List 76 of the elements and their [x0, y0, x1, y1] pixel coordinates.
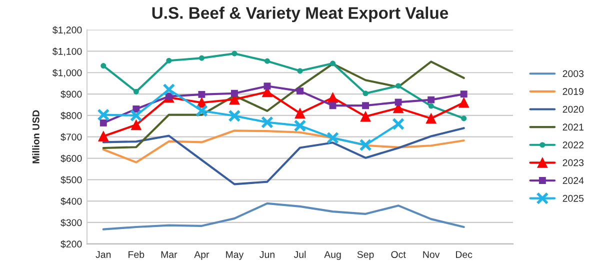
y-tick-label: $600 [60, 154, 82, 162]
point [328, 92, 338, 103]
point [330, 60, 336, 66]
point [130, 109, 142, 122]
point [460, 90, 468, 98]
point [394, 98, 402, 106]
point [100, 62, 106, 69]
y-tick-label: $1,100 [52, 48, 82, 56]
point [359, 138, 372, 152]
line-series [102, 130, 465, 164]
x-tick-label: Sep [357, 251, 374, 260]
line-series [102, 202, 465, 230]
x-tick-label: Mar [161, 251, 178, 258]
legend-label: 2003 [562, 70, 584, 78]
x-tick-label: Jun [260, 251, 274, 258]
y-tick-label: $200 [60, 240, 82, 248]
point [228, 110, 241, 122]
point [396, 83, 402, 89]
point [296, 88, 304, 95]
y-tick-label: $800 [60, 112, 82, 120]
point [260, 116, 274, 129]
point [428, 96, 435, 104]
point [326, 132, 340, 144]
point [195, 104, 208, 117]
x-tick-label: May [226, 251, 244, 260]
line-series [102, 60, 465, 150]
point [198, 90, 206, 98]
x-tick-label: Jan [96, 251, 111, 258]
point [294, 108, 306, 119]
point [162, 83, 176, 96]
chart-title: U.S. Beef & Variety Meat Export Value [152, 6, 448, 22]
y-tick-label: $400 [60, 197, 82, 206]
point [264, 82, 271, 90]
legend-label: 2024 [562, 177, 584, 184]
y-tick-label: $900 [60, 90, 82, 98]
point [294, 119, 306, 132]
y-tick-label: $1,000 [52, 68, 82, 78]
point [230, 90, 238, 97]
point [362, 90, 368, 96]
point [392, 118, 405, 130]
point [133, 88, 139, 94]
point [297, 68, 303, 74]
x-tick-label: Aug [324, 251, 341, 260]
point [166, 58, 172, 64]
legend-label: 2021 [562, 124, 584, 131]
point [428, 103, 434, 109]
point [329, 102, 336, 110]
point [362, 102, 370, 110]
point [458, 97, 470, 108]
legend-label: 2019 [562, 88, 584, 95]
point [130, 120, 142, 130]
point [426, 113, 436, 124]
y-tick-label: $700 [60, 133, 82, 142]
y-axis-title: Million USD [32, 110, 40, 164]
legend-label: 2023 [562, 159, 584, 166]
x-tick-label: Dec [456, 251, 472, 258]
x-tick-label: Apr [194, 251, 210, 260]
point [360, 111, 371, 122]
point [98, 131, 109, 142]
legend-label: 2022 [562, 141, 584, 148]
x-tick-label: Feb [128, 250, 144, 258]
legend-label: 2020 [562, 106, 584, 113]
legend-label: 2025 [562, 194, 584, 202]
point [264, 58, 270, 64]
point [97, 108, 110, 122]
x-tick-label: Oct [391, 251, 406, 258]
y-tick-label: $500 [60, 176, 82, 184]
y-tick-label: $1,200 [52, 26, 82, 35]
point [198, 55, 204, 61]
point [232, 50, 238, 56]
x-tick-label: Jul [294, 250, 306, 258]
point [100, 119, 107, 126]
point [132, 106, 140, 112]
point [461, 116, 467, 122]
x-tick-label: Nov [423, 251, 440, 258]
y-tick-label: $300 [60, 218, 82, 227]
